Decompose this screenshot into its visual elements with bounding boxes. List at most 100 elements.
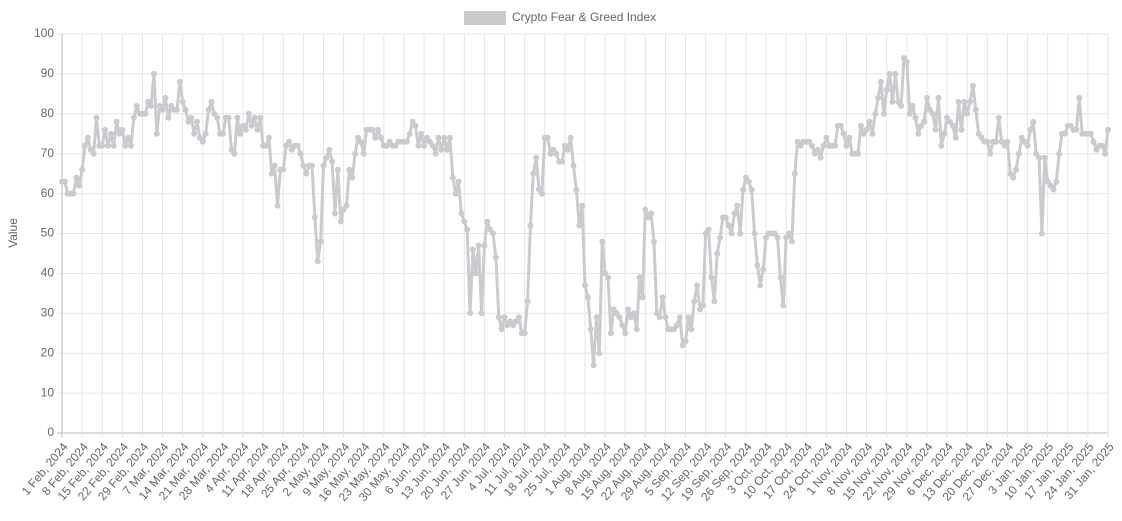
data-point (320, 162, 327, 169)
data-point (360, 150, 367, 157)
data-point (949, 122, 956, 129)
data-point (880, 110, 887, 117)
y-tick-label: 20 (41, 345, 55, 359)
data-point (182, 106, 189, 113)
data-point (932, 126, 939, 133)
y-tick-label: 100 (34, 26, 54, 40)
data-point (737, 230, 744, 237)
data-point (110, 142, 117, 149)
data-point (245, 110, 252, 117)
data-point (866, 118, 873, 125)
data-point (280, 166, 287, 173)
data-point (923, 94, 930, 101)
data-point (76, 182, 83, 189)
data-point (774, 234, 781, 241)
data-point (421, 142, 428, 149)
data-point (205, 106, 212, 113)
data-point (1027, 126, 1034, 133)
data-point (590, 362, 597, 369)
data-point (1076, 94, 1083, 101)
data-point (1030, 118, 1037, 125)
data-point (705, 226, 712, 233)
data-point (492, 254, 499, 261)
data-point (676, 314, 683, 321)
data-point (941, 130, 948, 137)
data-point (352, 150, 359, 157)
data-point (452, 190, 459, 197)
legend-swatch (464, 11, 506, 25)
data-point (875, 94, 882, 101)
data-point (533, 154, 540, 161)
data-point (584, 294, 591, 301)
data-point (857, 122, 864, 129)
data-point (984, 138, 991, 145)
data-point (173, 106, 180, 113)
data-point (446, 134, 453, 141)
data-point (717, 234, 724, 241)
data-point (886, 70, 893, 77)
data-point (708, 274, 715, 281)
data-point (854, 150, 861, 157)
data-point (955, 98, 962, 105)
data-point (587, 326, 594, 333)
data-point (194, 118, 201, 125)
data-point (1036, 154, 1043, 161)
data-point (93, 114, 100, 121)
data-point (1013, 166, 1020, 173)
data-point (573, 186, 580, 193)
data-point (484, 218, 491, 225)
data-point (625, 306, 632, 313)
data-point (754, 262, 761, 269)
data-point (636, 274, 643, 281)
y-tick-label: 40 (41, 266, 55, 280)
data-point (263, 142, 270, 149)
data-point (530, 170, 537, 177)
data-point (1099, 142, 1106, 149)
data-point (495, 314, 502, 321)
data-point (441, 134, 448, 141)
data-point (691, 298, 698, 305)
data-point (1061, 130, 1068, 137)
data-point (958, 126, 965, 133)
data-point (760, 266, 767, 273)
data-point (79, 166, 86, 173)
data-point (254, 126, 261, 133)
data-point (1053, 178, 1060, 185)
data-point (579, 202, 586, 209)
data-point (964, 110, 971, 117)
data-point (498, 326, 505, 333)
data-point (837, 122, 844, 129)
data-point (61, 178, 68, 185)
data-point (757, 282, 764, 289)
data-point (432, 150, 439, 157)
data-point (809, 142, 816, 149)
data-point (165, 114, 172, 121)
data-point (559, 158, 566, 165)
data-point (725, 222, 732, 229)
data-point (921, 118, 928, 125)
data-point (673, 322, 680, 329)
data-point (231, 150, 238, 157)
data-point (840, 130, 847, 137)
data-point (490, 230, 497, 237)
data-point (107, 130, 114, 137)
data-point (125, 134, 132, 141)
data-point (142, 110, 149, 117)
data-point (84, 134, 91, 141)
data-point (889, 98, 896, 105)
data-point (731, 210, 738, 217)
data-point (872, 110, 879, 117)
data-point (274, 202, 281, 209)
data-point (1090, 138, 1097, 145)
data-point (317, 238, 324, 245)
data-point (501, 314, 508, 321)
data-point (527, 222, 534, 229)
data-point (576, 222, 583, 229)
data-point (972, 106, 979, 113)
data-point (133, 102, 140, 109)
data-point (564, 146, 571, 153)
data-point (102, 126, 109, 133)
data-point (1050, 186, 1057, 193)
data-point (472, 270, 479, 277)
